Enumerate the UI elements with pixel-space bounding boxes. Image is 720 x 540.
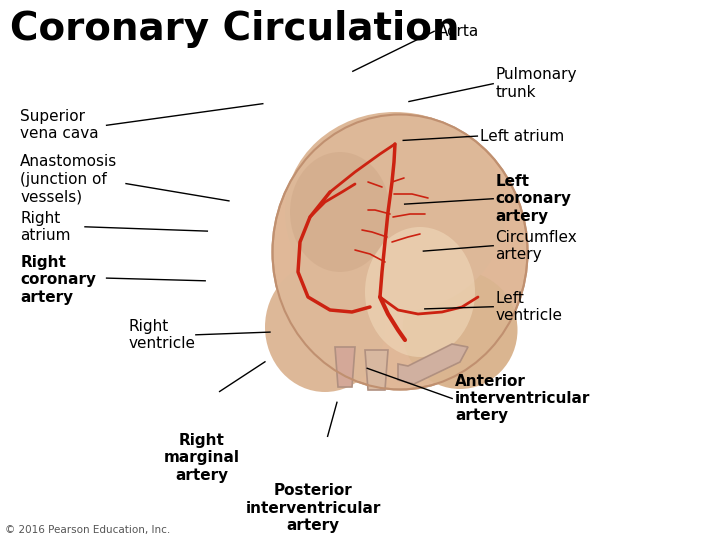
Ellipse shape: [290, 152, 390, 272]
Ellipse shape: [272, 114, 528, 389]
Text: Left
coronary
artery: Left coronary artery: [495, 174, 572, 224]
Ellipse shape: [402, 271, 518, 389]
Text: Anastomosis
(junction of
vessels): Anastomosis (junction of vessels): [20, 154, 117, 204]
Text: © 2016 Pearson Education, Inc.: © 2016 Pearson Education, Inc.: [5, 525, 170, 535]
Ellipse shape: [265, 262, 385, 392]
Text: Pulmonary
trunk: Pulmonary trunk: [495, 68, 577, 100]
Text: Anterior
interventricular
artery: Anterior interventricular artery: [455, 374, 590, 423]
Ellipse shape: [365, 227, 475, 357]
Polygon shape: [398, 344, 468, 384]
Text: Aorta: Aorta: [438, 24, 479, 39]
Text: Left
ventricle: Left ventricle: [495, 291, 562, 323]
Text: Superior
vena cava: Superior vena cava: [20, 109, 99, 141]
Text: Right
atrium: Right atrium: [20, 211, 71, 243]
Polygon shape: [365, 350, 388, 390]
Text: Right
marginal
artery: Right marginal artery: [163, 433, 240, 483]
Ellipse shape: [285, 112, 505, 312]
Text: Coronary Circulation: Coronary Circulation: [10, 10, 459, 48]
Text: Right
ventricle: Right ventricle: [128, 319, 195, 351]
Polygon shape: [335, 347, 355, 387]
Text: Left atrium: Left atrium: [480, 129, 564, 144]
Text: Right
coronary
artery: Right coronary artery: [20, 255, 96, 305]
Text: Posterior
interventricular
artery: Posterior interventricular artery: [246, 483, 381, 533]
Text: Circumflex
artery: Circumflex artery: [495, 230, 577, 262]
